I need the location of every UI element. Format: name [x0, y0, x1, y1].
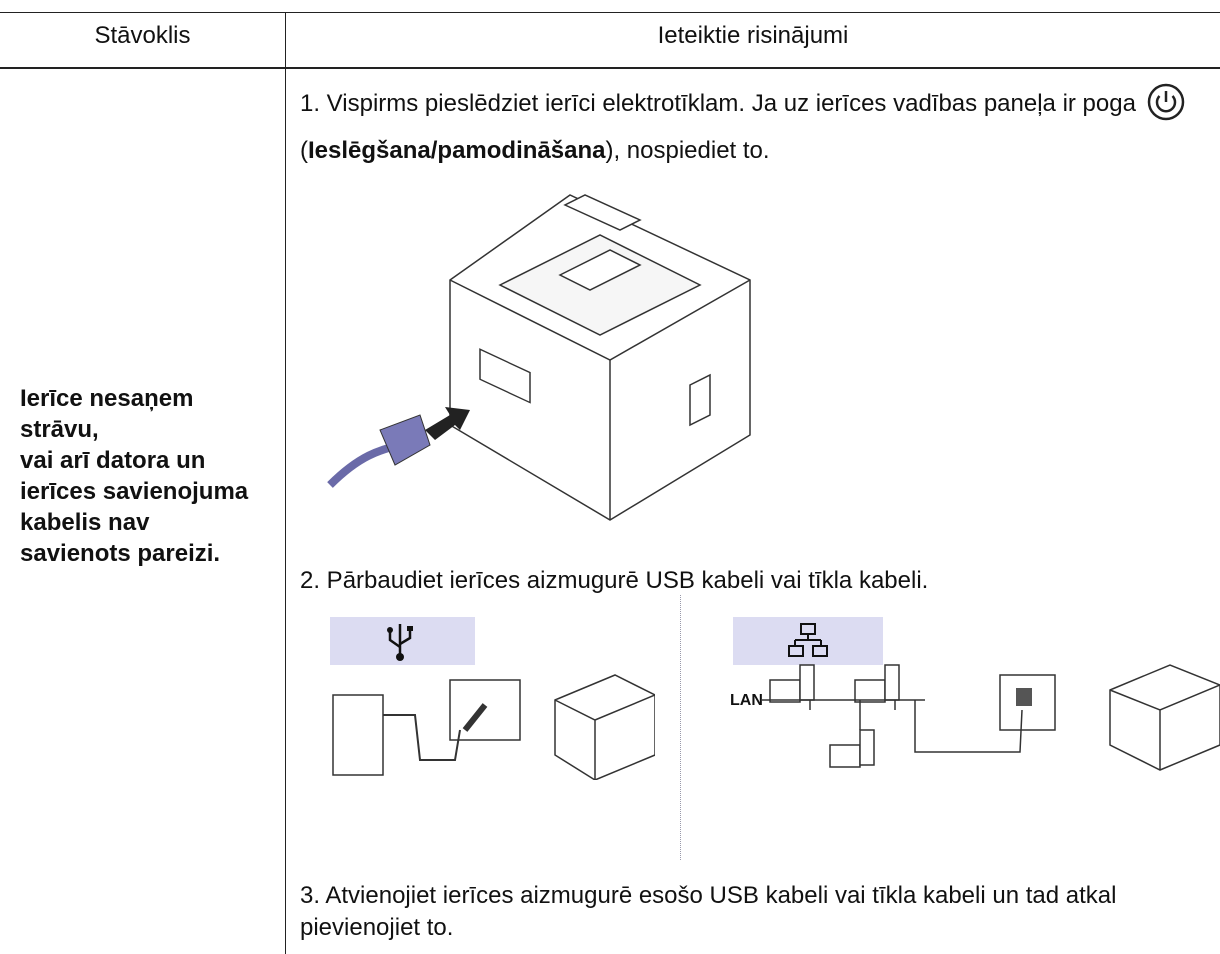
condition-cell: Ierīce nesaņem strāvu, vai arī datora un…	[20, 383, 260, 569]
network-icon	[788, 623, 828, 657]
step-text: 1. Vispirms pieslēdziet ierīci elektrotī…	[300, 90, 1136, 117]
step: 1. Vispirms pieslēdziet ierīci elektrotī…	[300, 80, 1215, 174]
column-divider	[285, 12, 286, 954]
network-connection-illustration: LAN	[730, 664, 1220, 771]
table-top-border	[0, 12, 1220, 13]
header-cell: Ieteiktie risinājumi	[657, 22, 849, 49]
condition-text: vai arī datora un ierīces savienojuma ka…	[20, 447, 249, 567]
power-icon	[1147, 83, 1184, 121]
header-bottom-border	[0, 67, 1220, 69]
condition-text: Ierīce nesaņem strāvu,	[20, 385, 194, 443]
step-bold: Ieslēgšana/pamodināšana	[308, 137, 606, 164]
step: 2. Pārbaudiet ierīces aizmugurē USB kabe…	[300, 567, 929, 594]
step-text: ), nospiediet to.	[605, 137, 770, 164]
usb-connection-illustration	[332, 674, 655, 780]
header-cell: Stāvoklis	[94, 22, 191, 49]
dotted-divider	[680, 595, 681, 860]
step-text: (	[300, 137, 308, 164]
step: 3. Atvienojiet ierīces aizmugurē esošo U…	[300, 882, 1117, 941]
printer-illustration	[327, 194, 751, 521]
network-label: LAN	[730, 692, 763, 709]
usb-icon	[387, 624, 413, 661]
